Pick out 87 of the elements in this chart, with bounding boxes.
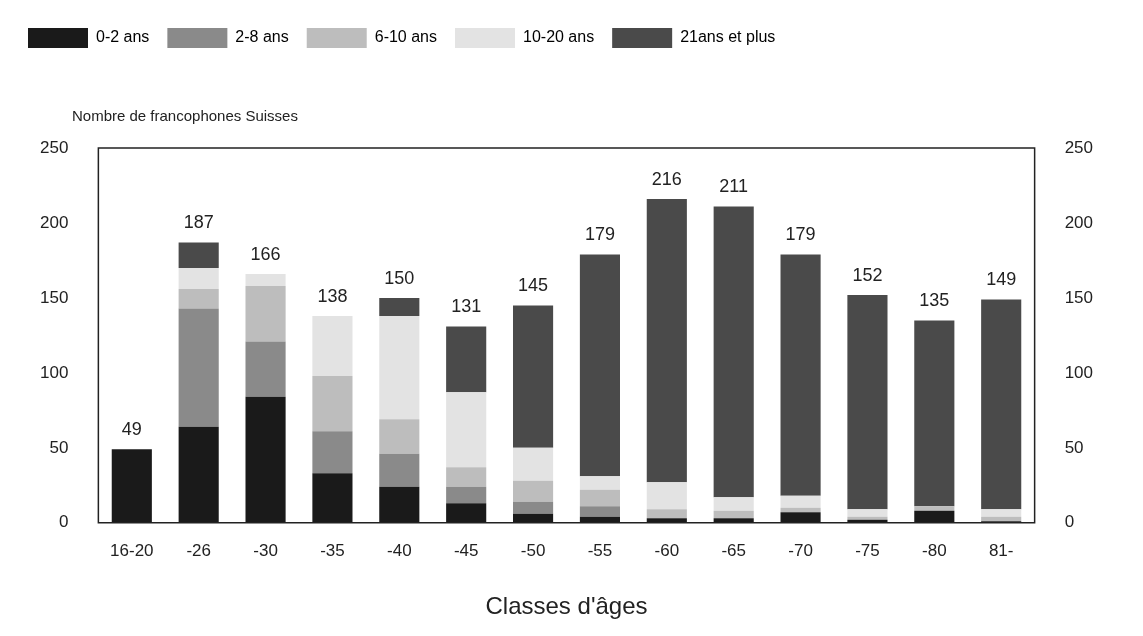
bar bbox=[847, 509, 888, 517]
y2-tick-label: 100 bbox=[1064, 362, 1094, 382]
bar bbox=[178, 308, 219, 427]
y2-tick-label: 200 bbox=[1064, 212, 1094, 232]
x-tick-label: -26 bbox=[186, 540, 211, 560]
total-label: 152 bbox=[852, 264, 883, 285]
x-tick-label: 16-20 bbox=[110, 540, 154, 560]
bar bbox=[646, 198, 687, 483]
bar bbox=[379, 297, 420, 316]
bar bbox=[713, 510, 754, 519]
bar bbox=[646, 482, 687, 510]
y-tick-label: 250 bbox=[39, 137, 69, 157]
x-tick-label: -30 bbox=[253, 540, 278, 560]
y-axis-title: Nombre de francophones Suisses bbox=[72, 106, 298, 124]
x-tick-label: -65 bbox=[721, 540, 746, 560]
total-label: 179 bbox=[785, 224, 816, 245]
x-tick-label: 81- bbox=[988, 540, 1014, 560]
total-label: 211 bbox=[719, 176, 749, 197]
legend-label: 0-2 ans bbox=[96, 28, 150, 46]
bar bbox=[312, 375, 353, 432]
legend-label: 6-10 ans bbox=[374, 28, 437, 46]
bar bbox=[914, 506, 955, 511]
total-label: 138 bbox=[317, 285, 348, 306]
y-tick-label: 200 bbox=[39, 212, 69, 232]
bar bbox=[780, 254, 821, 496]
bar bbox=[847, 294, 888, 510]
total-label: 166 bbox=[250, 243, 281, 264]
y2-tick-label: 250 bbox=[1064, 137, 1094, 157]
y-tick-label: 0 bbox=[58, 512, 69, 532]
bar bbox=[446, 486, 487, 504]
bar bbox=[245, 273, 286, 286]
total-label: 187 bbox=[183, 212, 214, 233]
bar bbox=[981, 299, 1022, 510]
bar bbox=[245, 341, 286, 397]
total-label: 150 bbox=[384, 267, 415, 288]
x-tick-label: -75 bbox=[855, 540, 880, 560]
bar bbox=[513, 305, 554, 448]
total-label: 216 bbox=[651, 168, 682, 189]
y-tick-label: 50 bbox=[49, 437, 69, 457]
y2-tick-label: 0 bbox=[1064, 512, 1075, 532]
bar bbox=[579, 489, 620, 507]
legend-label: 10-20 ans bbox=[523, 28, 595, 46]
total-label: 145 bbox=[518, 275, 549, 296]
x-tick-label: -60 bbox=[654, 540, 680, 560]
total-label: 179 bbox=[584, 224, 615, 245]
legend-label: 21ans et plus bbox=[680, 28, 776, 46]
bar bbox=[379, 315, 420, 420]
bar bbox=[579, 254, 620, 477]
x-tick-label: -45 bbox=[453, 540, 479, 560]
bar bbox=[446, 467, 487, 487]
x-tick-label: -50 bbox=[520, 540, 546, 560]
legend-label: 2-8 ans bbox=[235, 28, 289, 46]
bar bbox=[178, 242, 219, 268]
bar bbox=[579, 506, 620, 517]
bar bbox=[245, 285, 286, 342]
y2-tick-label: 150 bbox=[1064, 287, 1094, 307]
bar bbox=[646, 509, 687, 519]
y2-tick-label: 50 bbox=[1064, 437, 1084, 457]
bar bbox=[579, 476, 620, 490]
bar bbox=[513, 447, 554, 481]
bar bbox=[178, 267, 219, 289]
bar bbox=[446, 326, 487, 393]
bar bbox=[379, 419, 420, 454]
x-tick-label: -80 bbox=[922, 540, 947, 560]
total-label: 49 bbox=[121, 419, 142, 440]
x-axis-title: Classes d'âges bbox=[485, 592, 648, 620]
total-label: 149 bbox=[986, 269, 1017, 290]
bar bbox=[446, 392, 487, 468]
y-tick-label: 100 bbox=[39, 362, 69, 382]
bar bbox=[312, 315, 353, 376]
x-tick-label: -70 bbox=[788, 540, 813, 560]
bar bbox=[713, 206, 754, 498]
bar bbox=[513, 501, 554, 514]
bar bbox=[713, 497, 754, 511]
total-label: 131 bbox=[451, 296, 482, 317]
bar bbox=[780, 495, 821, 508]
bar bbox=[379, 453, 420, 487]
total-label: 135 bbox=[919, 290, 950, 311]
x-tick-label: -35 bbox=[320, 540, 345, 560]
bar bbox=[914, 320, 955, 507]
bar bbox=[513, 480, 554, 502]
x-tick-label: -40 bbox=[387, 540, 412, 560]
bar bbox=[981, 509, 1022, 517]
bar bbox=[312, 431, 353, 474]
x-tick-label: -55 bbox=[587, 540, 613, 560]
bar bbox=[178, 288, 219, 309]
y-tick-label: 150 bbox=[39, 287, 69, 307]
